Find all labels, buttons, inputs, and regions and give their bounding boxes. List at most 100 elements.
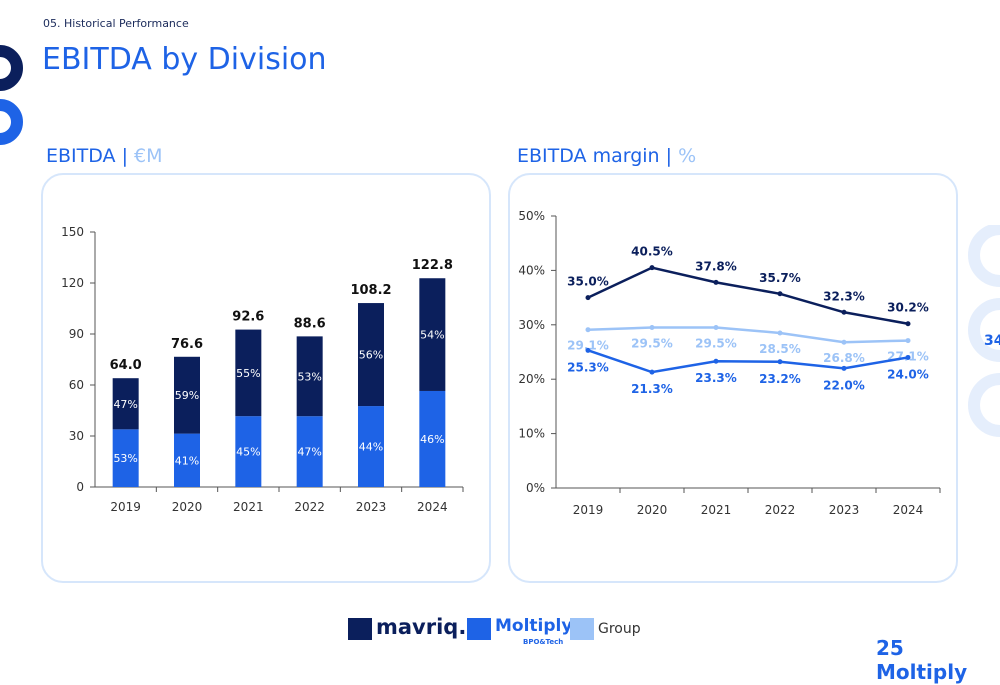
data-label: 29.5% — [631, 337, 673, 351]
bar-share-label: 47% — [297, 446, 321, 459]
y-tick-label: 90 — [69, 327, 84, 341]
panel-title-text: EBITDA — [46, 145, 116, 167]
bar-share-label: 56% — [359, 349, 383, 362]
panel-title-separator: | — [659, 145, 679, 167]
bar-segment-mavriq — [174, 356, 200, 434]
bar-total-label: 92.6 — [232, 310, 264, 325]
bar-segment-moltiply — [296, 416, 323, 487]
data-label: 29.1% — [567, 339, 609, 353]
section-label: 05. Historical Performance — [43, 17, 189, 30]
bar-total-label: 88.6 — [294, 316, 326, 331]
data-label: 23.3% — [695, 371, 737, 385]
bar-share-label: 47% — [113, 398, 137, 411]
panel-title-separator: | — [115, 145, 135, 167]
bar-segment-mavriq — [419, 278, 446, 391]
x-tick-label: 2021 — [233, 500, 264, 514]
panel-title-text: EBITDA margin — [517, 145, 660, 167]
data-label: 30.2% — [887, 301, 929, 315]
data-label: 21.3% — [631, 382, 673, 396]
data-point — [905, 354, 911, 360]
data-label: 35.7% — [759, 271, 801, 285]
data-label: 29.5% — [695, 337, 737, 351]
data-point — [841, 365, 847, 371]
bar-share-label: 54% — [420, 329, 444, 342]
y-tick-label: 0 — [76, 480, 84, 494]
x-tick-label: 2023 — [829, 503, 860, 517]
data-point — [841, 339, 847, 345]
legend-label-group: Group — [598, 621, 641, 637]
bar-share-label: 45% — [236, 446, 260, 459]
bar-total-label: 76.6 — [171, 337, 203, 352]
data-label: 22.0% — [823, 378, 865, 392]
data-label: 37.8% — [695, 259, 737, 273]
x-tick-label: 2023 — [356, 500, 387, 514]
x-tick-label: 2022 — [294, 500, 325, 514]
bar-segment-moltiply — [419, 390, 446, 487]
bar-segment-moltiply — [174, 433, 200, 487]
data-label: 40.5% — [631, 245, 673, 259]
bar-share-label: 46% — [420, 433, 444, 446]
legend-swatch-mavriq — [348, 618, 372, 640]
data-label: 25.3% — [567, 360, 609, 374]
y-tick-label: 120 — [61, 276, 84, 290]
data-label: 35.0% — [567, 275, 609, 289]
data-label: 24.0% — [887, 367, 929, 381]
data-point — [585, 327, 591, 333]
bar-share-label: 59% — [175, 389, 199, 402]
decorative-rings-left — [0, 45, 23, 145]
bar-share-label: 55% — [236, 367, 260, 380]
legend-swatch-moltiply — [467, 618, 491, 640]
bar-share-label: 41% — [175, 454, 199, 467]
y-tick-label: 20% — [518, 372, 545, 386]
bar-segment-mavriq — [358, 303, 384, 407]
x-tick-label: 2024 — [893, 503, 924, 517]
decorative-rings-right — [968, 225, 1000, 437]
legend-label-moltiply: Moltiply BPO&Tech — [495, 616, 573, 646]
y-tick-label: 50% — [518, 209, 545, 223]
margin-chart-panel: 0% 10% 20% 30% 40% 50% 2019 2020 2021 2022 2023 202… — [508, 173, 958, 583]
bar-segment-mavriq — [112, 378, 139, 430]
y-tick-label: 30 — [69, 429, 84, 443]
legend-swatch-group — [570, 618, 594, 640]
bar-segment-mavriq — [296, 336, 323, 417]
bar-segment-moltiply — [358, 406, 384, 487]
ebitda-chart-panel: 0 30 60 90 120 150 53% 47% 64.0 2019 41% 59% 76.6 202… — [41, 173, 491, 583]
x-tick-label: 2021 — [701, 503, 732, 517]
y-tick-label: 10% — [518, 427, 545, 441]
ebitda-panel-title: EBITDA | €M — [46, 145, 163, 167]
legend-label-mavriq: mavriq. — [376, 615, 467, 639]
x-tick-label: 2020 — [172, 500, 203, 514]
x-tick-label: 2020 — [637, 503, 668, 517]
y-tick-label: 30% — [518, 318, 545, 332]
data-point — [649, 369, 655, 375]
data-point — [905, 321, 911, 327]
edge-number: 34 — [984, 333, 1000, 349]
data-point — [777, 359, 783, 365]
ebitda-stacked-bar-chart: 0 30 60 90 120 150 53% 47% 64.0 2019 41% 59% 76.6 202… — [61, 225, 464, 514]
data-label: 32.3% — [823, 289, 865, 303]
data-point — [649, 265, 655, 271]
x-tick-label: 2022 — [765, 503, 796, 517]
y-tick-label: 40% — [518, 263, 545, 277]
data-point — [713, 358, 719, 364]
bar-share-label: 53% — [297, 370, 321, 383]
data-point — [777, 330, 783, 336]
data-point — [713, 325, 719, 331]
legend-label-moltiply-text: Moltiply — [495, 616, 573, 636]
series-line-group — [587, 326, 909, 344]
data-point — [649, 325, 655, 331]
data-point — [585, 295, 591, 301]
data-point — [841, 309, 847, 315]
data-label: 28.5% — [759, 342, 801, 356]
company-logo: 25 Moltiply — [876, 636, 968, 684]
data-point — [905, 338, 911, 344]
x-tick-label: 2024 — [417, 500, 448, 514]
bar-segment-mavriq — [235, 329, 262, 417]
data-label: 23.2% — [759, 372, 801, 386]
series-line-moltiply — [587, 349, 909, 374]
data-point — [585, 347, 591, 353]
bar-total-label: 64.0 — [110, 358, 142, 373]
margin-panel-title: EBITDA margin | % — [517, 145, 696, 167]
y-tick-label: 60 — [69, 378, 84, 392]
x-tick-label: 2019 — [110, 500, 141, 514]
